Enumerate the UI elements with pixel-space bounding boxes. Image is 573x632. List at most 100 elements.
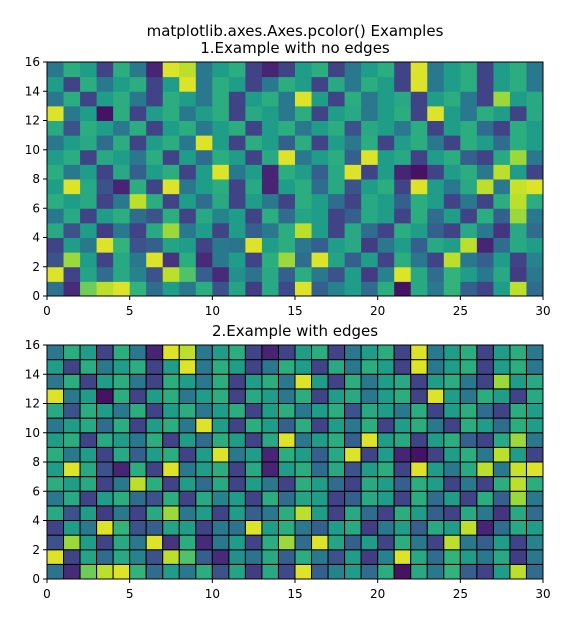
heatmap-cell [195, 237, 213, 253]
heatmap-cell [294, 388, 313, 404]
heatmap-cell [327, 373, 346, 390]
heatmap-cell [443, 373, 461, 390]
heatmap-cell [476, 149, 494, 165]
heatmap-cell [443, 549, 461, 565]
heatmap-cell [460, 281, 478, 297]
heatmap-cell [228, 432, 246, 448]
heatmap-cell [96, 281, 114, 297]
heatmap-cell [493, 120, 511, 136]
heatmap-cell [112, 403, 131, 419]
heatmap-cell [129, 266, 147, 282]
heatmap-cell [492, 446, 511, 463]
heatmap-cell [162, 505, 180, 521]
heatmap-cell [212, 281, 230, 297]
heatmap-cell [96, 417, 114, 434]
heatmap-cell [211, 563, 230, 580]
x-axis-ticks: 0 5 10 15 20 25 30 [43, 296, 551, 318]
heatmap-cell [145, 417, 164, 434]
heatmap-cell [261, 505, 279, 521]
heatmap-cell [344, 105, 362, 121]
heatmap-cell [96, 252, 114, 268]
heatmap-cell [311, 208, 329, 224]
heatmap-cell [146, 266, 164, 282]
heatmap-cell [211, 373, 230, 390]
heatmap-cell [492, 520, 511, 536]
heatmap-cell [112, 549, 131, 565]
heatmap-cell [46, 388, 65, 404]
heatmap-cell [393, 373, 412, 390]
heatmap-cell [79, 388, 98, 404]
heatmap-cell [393, 476, 412, 492]
heatmap-cell [361, 208, 379, 224]
heatmap-cell [195, 208, 213, 224]
heatmap-cell [195, 359, 213, 375]
heatmap-cell [244, 344, 263, 361]
heatmap-cell [509, 62, 527, 78]
heatmap-cell [79, 461, 98, 478]
heatmap-cell [162, 105, 180, 121]
heatmap-cell [426, 563, 445, 580]
heatmap-cell [311, 222, 329, 238]
heatmap-cell [410, 388, 428, 404]
heatmap-cell [47, 237, 65, 253]
heatmap-cell [377, 373, 395, 390]
heatmap-cell [377, 563, 395, 580]
heatmap-cell [162, 164, 180, 180]
heatmap-cell [261, 403, 279, 419]
heatmap-cell [443, 417, 461, 434]
heatmap-cell [145, 432, 164, 448]
heatmap-cell [228, 120, 246, 136]
heatmap-cell [245, 252, 263, 268]
heatmap-cell [178, 461, 197, 478]
heatmap-cell [426, 490, 445, 507]
heatmap-cell [459, 388, 478, 404]
heatmap-cell [459, 344, 478, 361]
heatmap-cell [112, 417, 131, 434]
heatmap-cell [360, 359, 379, 375]
heatmap-cell [244, 373, 263, 390]
heatmap-cell [526, 208, 544, 224]
heatmap-cell [426, 505, 445, 521]
heatmap-cell [311, 505, 329, 521]
heatmap-cell [278, 237, 296, 253]
heatmap-cell [96, 490, 114, 507]
heatmap-cell [113, 281, 131, 297]
heatmap-cell [492, 549, 511, 565]
heatmap-cell [47, 266, 65, 282]
heatmap-cell [228, 388, 246, 404]
heatmap-cell [46, 534, 65, 551]
heatmap-cell [112, 461, 131, 478]
heatmap-cell [460, 222, 478, 238]
heatmap-cell [525, 534, 544, 551]
heatmap-cell [443, 432, 461, 448]
heatmap-cell [129, 164, 147, 180]
heatmap-cell [311, 149, 329, 165]
heatmap-cell [426, 476, 445, 492]
heatmap-cell [459, 359, 478, 375]
heatmap-cell [311, 105, 329, 121]
heatmap-cell [63, 164, 81, 180]
heatmap-cell [410, 446, 428, 463]
heatmap-cell [311, 534, 329, 551]
heatmap-cell [476, 344, 494, 361]
y-tick-label: 4 [32, 231, 40, 245]
heatmap-cell [47, 164, 65, 180]
heatmap-cell [112, 344, 131, 361]
heatmap-cell [377, 281, 395, 297]
heatmap-cell [146, 179, 164, 195]
heatmap-cell [492, 417, 511, 434]
heatmap-cell [361, 281, 379, 297]
heatmap-cell [195, 266, 213, 282]
heatmap-cell [146, 135, 164, 151]
heatmap-cell [493, 208, 511, 224]
heatmap-cell [113, 222, 131, 238]
heatmap-cell [360, 534, 379, 551]
heatmap-cell [96, 446, 114, 463]
heatmap-cell [394, 266, 412, 282]
heatmap-cell [311, 135, 329, 151]
heatmap-cell [261, 149, 279, 165]
heatmap-cell [195, 373, 213, 390]
heatmap-cell [525, 417, 544, 434]
heatmap-cell [113, 149, 131, 165]
heatmap-cell [410, 120, 428, 136]
